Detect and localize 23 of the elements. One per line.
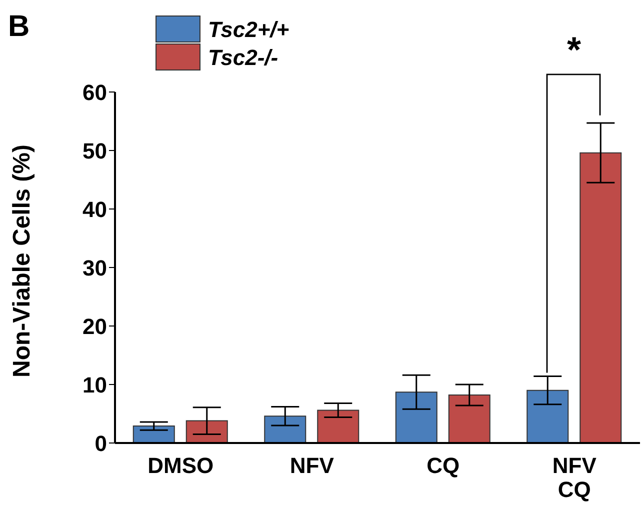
x-tick-label: NFV <box>290 453 334 478</box>
y-tick-label: 10 <box>82 372 107 398</box>
bar <box>395 392 438 443</box>
bar <box>448 394 490 443</box>
bar <box>264 416 306 443</box>
y-tick-label: 60 <box>82 80 107 105</box>
x-tick-label: DMSO <box>148 453 214 478</box>
legend-label: Tsc2-/- <box>208 45 278 70</box>
y-tick-label: 50 <box>82 138 107 164</box>
bar <box>186 420 228 443</box>
y-tick-label: 0 <box>94 430 107 456</box>
y-tick-label: 20 <box>82 314 107 339</box>
x-tick-label: NFV CQ <box>552 453 597 502</box>
y-tick-label: 30 <box>82 255 107 280</box>
bar <box>132 426 175 443</box>
y-axis-title: Non-Viable Cells (%) <box>8 144 36 378</box>
bar <box>526 390 569 443</box>
text: B <box>8 10 30 43</box>
bar <box>317 410 360 443</box>
text: * <box>566 29 582 70</box>
y-tick-label: 40 <box>82 196 107 222</box>
x-tick-label: CQ <box>426 453 460 478</box>
legend-label: Tsc2+/+ <box>208 17 290 42</box>
